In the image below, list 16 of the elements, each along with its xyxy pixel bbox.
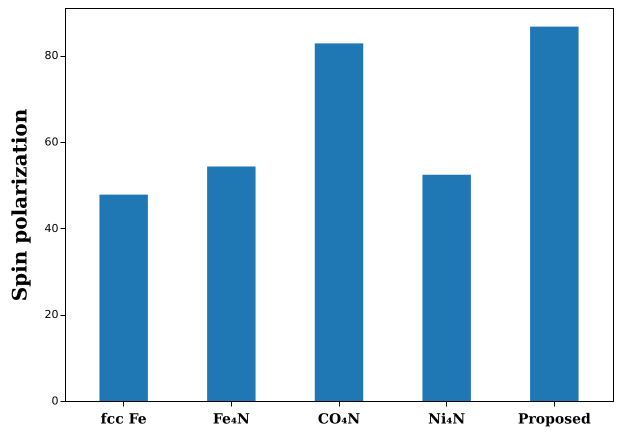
bar xyxy=(314,43,364,401)
bar xyxy=(530,26,579,401)
x-tick-label: Ni₄N xyxy=(428,412,466,428)
y-tick-label: 0 xyxy=(52,394,58,408)
y-tick-label: 20 xyxy=(44,308,58,322)
x-tick-label: fcc Fe xyxy=(100,412,147,428)
x-tick-label: Fe₄N xyxy=(212,412,250,428)
x-tick-label: Proposed xyxy=(518,412,592,428)
x-tick-label: CO₄N xyxy=(318,412,360,428)
y-tick-label: 40 xyxy=(44,222,58,235)
bar xyxy=(422,174,471,401)
bar xyxy=(99,194,148,401)
bar xyxy=(207,166,256,401)
y-tick-label: 80 xyxy=(44,49,58,62)
y-tick-label: 60 xyxy=(44,135,58,148)
y-axis-title: Spin polarization xyxy=(8,108,32,302)
